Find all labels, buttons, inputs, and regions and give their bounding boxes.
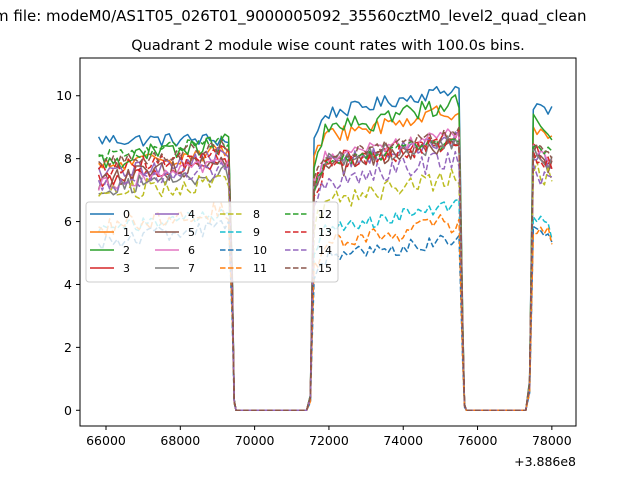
x-tick-label: 78000: [532, 433, 572, 448]
legend-box: [85, 201, 339, 283]
y-tick-label: 10: [56, 88, 72, 103]
y-tick-label: 4: [64, 277, 72, 292]
legend-label: 1: [123, 226, 130, 239]
x-tick-label: 68000: [160, 433, 200, 448]
legend-label: 14: [318, 244, 332, 257]
legend-label: 3: [123, 262, 130, 275]
x-tick-label: 76000: [458, 433, 498, 448]
x-tick-label: 66000: [86, 433, 126, 448]
legend-label: 6: [188, 244, 195, 257]
axes-frame: [79, 57, 577, 427]
y-axis: 0 2 4 6 8 10: [56, 88, 80, 418]
legend-label: 13: [318, 226, 332, 239]
chart-title: Quadrant 2 module wise count rates with …: [131, 38, 525, 54]
legend-label: 0: [123, 208, 130, 221]
legend-label: 15: [318, 262, 332, 275]
legend-label: 4: [188, 208, 195, 221]
series-line-15: [98, 126, 553, 412]
x-tick-label: 72000: [309, 433, 349, 448]
y-tick-label: 6: [64, 214, 72, 229]
legend-label: 7: [188, 262, 195, 275]
y-tick-label: 0: [64, 403, 72, 418]
y-tick-label: 2: [64, 340, 72, 355]
x-tick-label: 70000: [235, 433, 275, 448]
x-tick-label: 74000: [383, 433, 423, 448]
legend-label: 12: [318, 208, 332, 221]
x-axis: 66000 68000 70000 72000 74000 76000 78000: [86, 426, 572, 448]
figure-suptitle: m file: modeM0/AS1T05_026T01_9000005092_…: [0, 7, 587, 26]
legend-label: 9: [253, 226, 260, 239]
y-tick-label: 8: [64, 151, 72, 166]
legend-label: 11: [253, 262, 267, 275]
series-line-8: [98, 160, 553, 412]
legend-label: 10: [253, 244, 267, 257]
legend-label: 8: [253, 208, 260, 221]
x-axis-offset-label: +3.886e8: [514, 454, 576, 469]
legend-label: 2: [123, 244, 130, 257]
legend-label: 5: [188, 226, 195, 239]
